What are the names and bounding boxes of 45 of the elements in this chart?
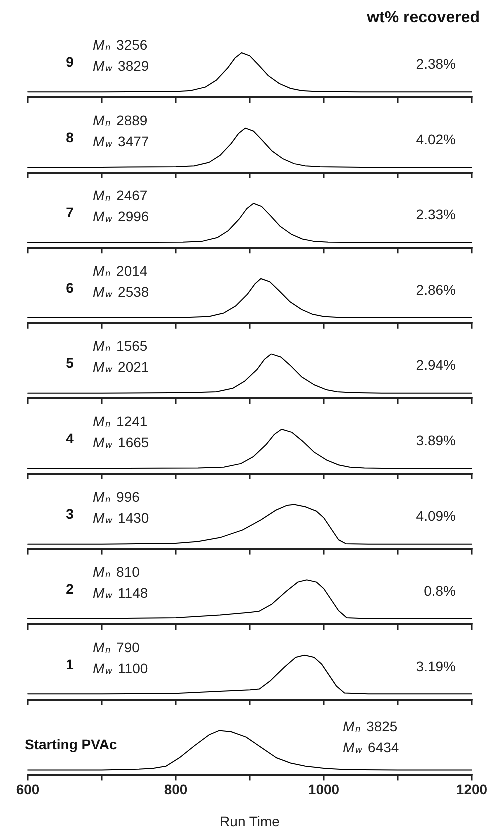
chart-title: 1 xyxy=(66,656,74,672)
x-tick-label: 1200 xyxy=(456,782,488,798)
chart-title: 7 xyxy=(66,204,74,221)
annotation: Mw 2021 xyxy=(93,359,150,376)
annotation: 2.33% xyxy=(416,206,456,223)
x-tick-label: 800 xyxy=(164,782,188,798)
annotation: Mn 2889 xyxy=(93,112,148,128)
annotation: Mn 1241 xyxy=(93,414,148,430)
annotation: 4.09% xyxy=(416,508,456,524)
x-axis-title: Run Time xyxy=(220,814,280,830)
annotation: Mn 790 xyxy=(93,639,140,656)
annotation: Mw 3829 xyxy=(93,58,150,74)
chart-title: 2 xyxy=(66,581,74,598)
annotation: 0.8% xyxy=(424,583,456,600)
chart-title: 5 xyxy=(66,355,74,372)
annotation: 2.86% xyxy=(416,282,456,298)
annotation: Mn 2467 xyxy=(93,188,148,204)
annotation: 2.38% xyxy=(416,56,456,72)
annotation: Mw 1430 xyxy=(93,510,150,526)
annotation: Mw 3477 xyxy=(93,133,150,150)
chart-title: 4 xyxy=(66,430,74,446)
x-tick-label: 600 xyxy=(16,782,40,798)
annotation: 4.02% xyxy=(416,131,456,148)
chart-title: Starting PVAc xyxy=(25,736,118,753)
x-tick-label: 1000 xyxy=(308,782,340,798)
chart-title: 3 xyxy=(66,506,74,522)
annotation: Mn 2014 xyxy=(93,262,148,279)
annotation: Mw 6434 xyxy=(343,740,400,756)
annotation: 3.19% xyxy=(416,658,456,674)
annotation: 2.94% xyxy=(416,357,456,374)
annotation: Mn 3256 xyxy=(93,37,148,53)
annotation: Mw 1100 xyxy=(93,660,148,676)
annotation: Mw 1665 xyxy=(93,434,150,450)
annotation: Mn 996 xyxy=(93,488,140,505)
annotation: Mw 2538 xyxy=(93,284,150,300)
annotation: Mn 3825 xyxy=(343,718,398,735)
text: wt% recovered xyxy=(366,10,480,26)
annotation: Mn 1565 xyxy=(93,338,148,354)
annotation: 3.89% xyxy=(416,432,456,448)
annotation: Mw 1148 xyxy=(93,585,148,602)
chart-title: 9 xyxy=(66,54,74,70)
annotation: Mn 810 xyxy=(93,564,140,580)
chart-title: 8 xyxy=(66,129,74,146)
annotation: Mw 2996 xyxy=(93,208,150,225)
chart-title: 6 xyxy=(66,280,74,296)
